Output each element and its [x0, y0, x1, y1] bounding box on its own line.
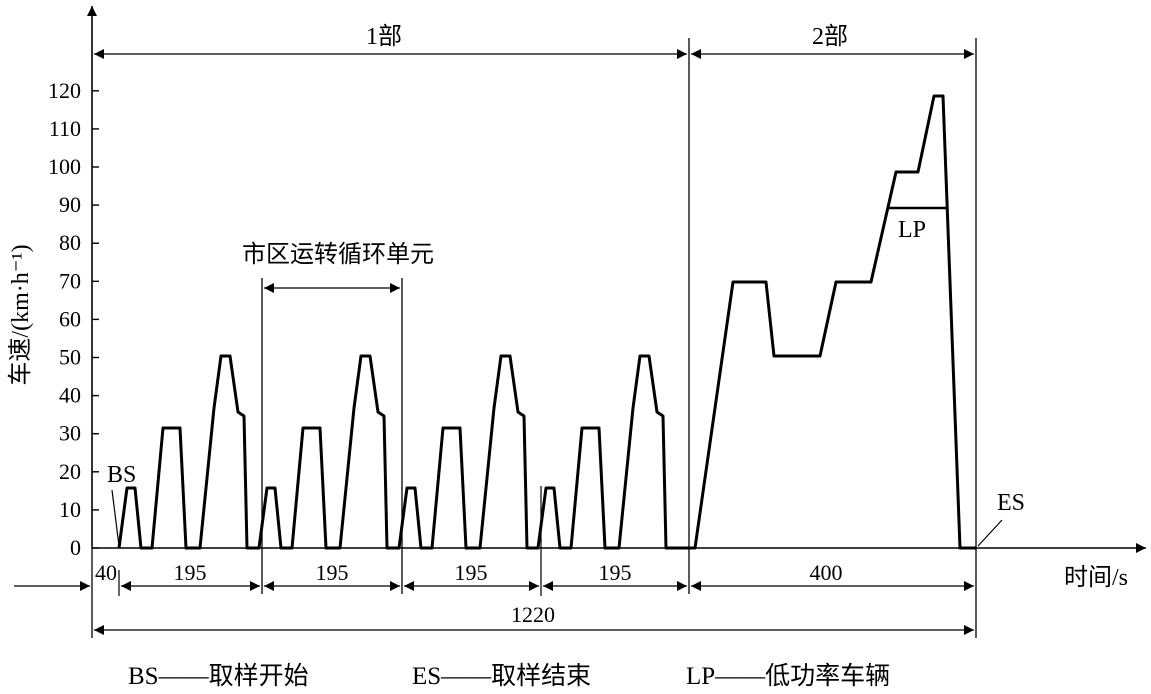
- legend-lp: LP——低功率车辆: [686, 663, 891, 690]
- speed-profile-line: [117, 94, 976, 550]
- y-axis-label: 车速/(km·h⁻¹): [7, 244, 34, 385]
- y-tick-label: 60: [59, 306, 81, 331]
- segment-label-195-a: 195: [174, 560, 207, 585]
- part2-label: 2部: [812, 23, 848, 50]
- y-tick-label: 20: [59, 459, 81, 484]
- legend-bs: BS——取样开始: [128, 663, 309, 690]
- y-tick-label: 120: [48, 78, 81, 103]
- legend-es: ES——取样结束: [412, 663, 592, 690]
- segment-label-195-b: 195: [316, 560, 349, 585]
- segment-label-400: 400: [810, 560, 843, 585]
- y-tick-label: 70: [59, 268, 81, 293]
- y-tick-label: 30: [59, 421, 81, 446]
- y-tick-label: 0: [70, 535, 81, 560]
- x-axis-label: 时间/s: [1064, 564, 1128, 591]
- es-pointer: [977, 519, 1003, 547]
- lp-annotation: LP: [898, 217, 926, 243]
- y-tick-label: 10: [59, 497, 81, 522]
- y-ticks: 0 10 20 30 40 50 60 70 80 90 100 110 120: [48, 78, 99, 560]
- urban-cycle-label: 市区运转循环单元: [242, 241, 434, 268]
- part1-label: 1部: [366, 23, 402, 50]
- segment-label-195-d: 195: [599, 560, 632, 585]
- segment-label-40: 40: [95, 560, 117, 585]
- y-tick-label: 100: [48, 154, 81, 179]
- segment-label-195-c: 195: [455, 560, 488, 585]
- y-tick-label: 80: [59, 230, 81, 255]
- total-label: 1220: [511, 602, 555, 627]
- y-tick-label: 110: [49, 116, 81, 141]
- y-tick-label: 90: [59, 192, 81, 217]
- y-tick-label: 50: [59, 345, 81, 370]
- es-annotation: ES: [997, 490, 1025, 516]
- bs-pointer: [111, 489, 120, 547]
- y-tick-label: 40: [59, 383, 81, 408]
- bs-annotation: BS: [107, 462, 136, 488]
